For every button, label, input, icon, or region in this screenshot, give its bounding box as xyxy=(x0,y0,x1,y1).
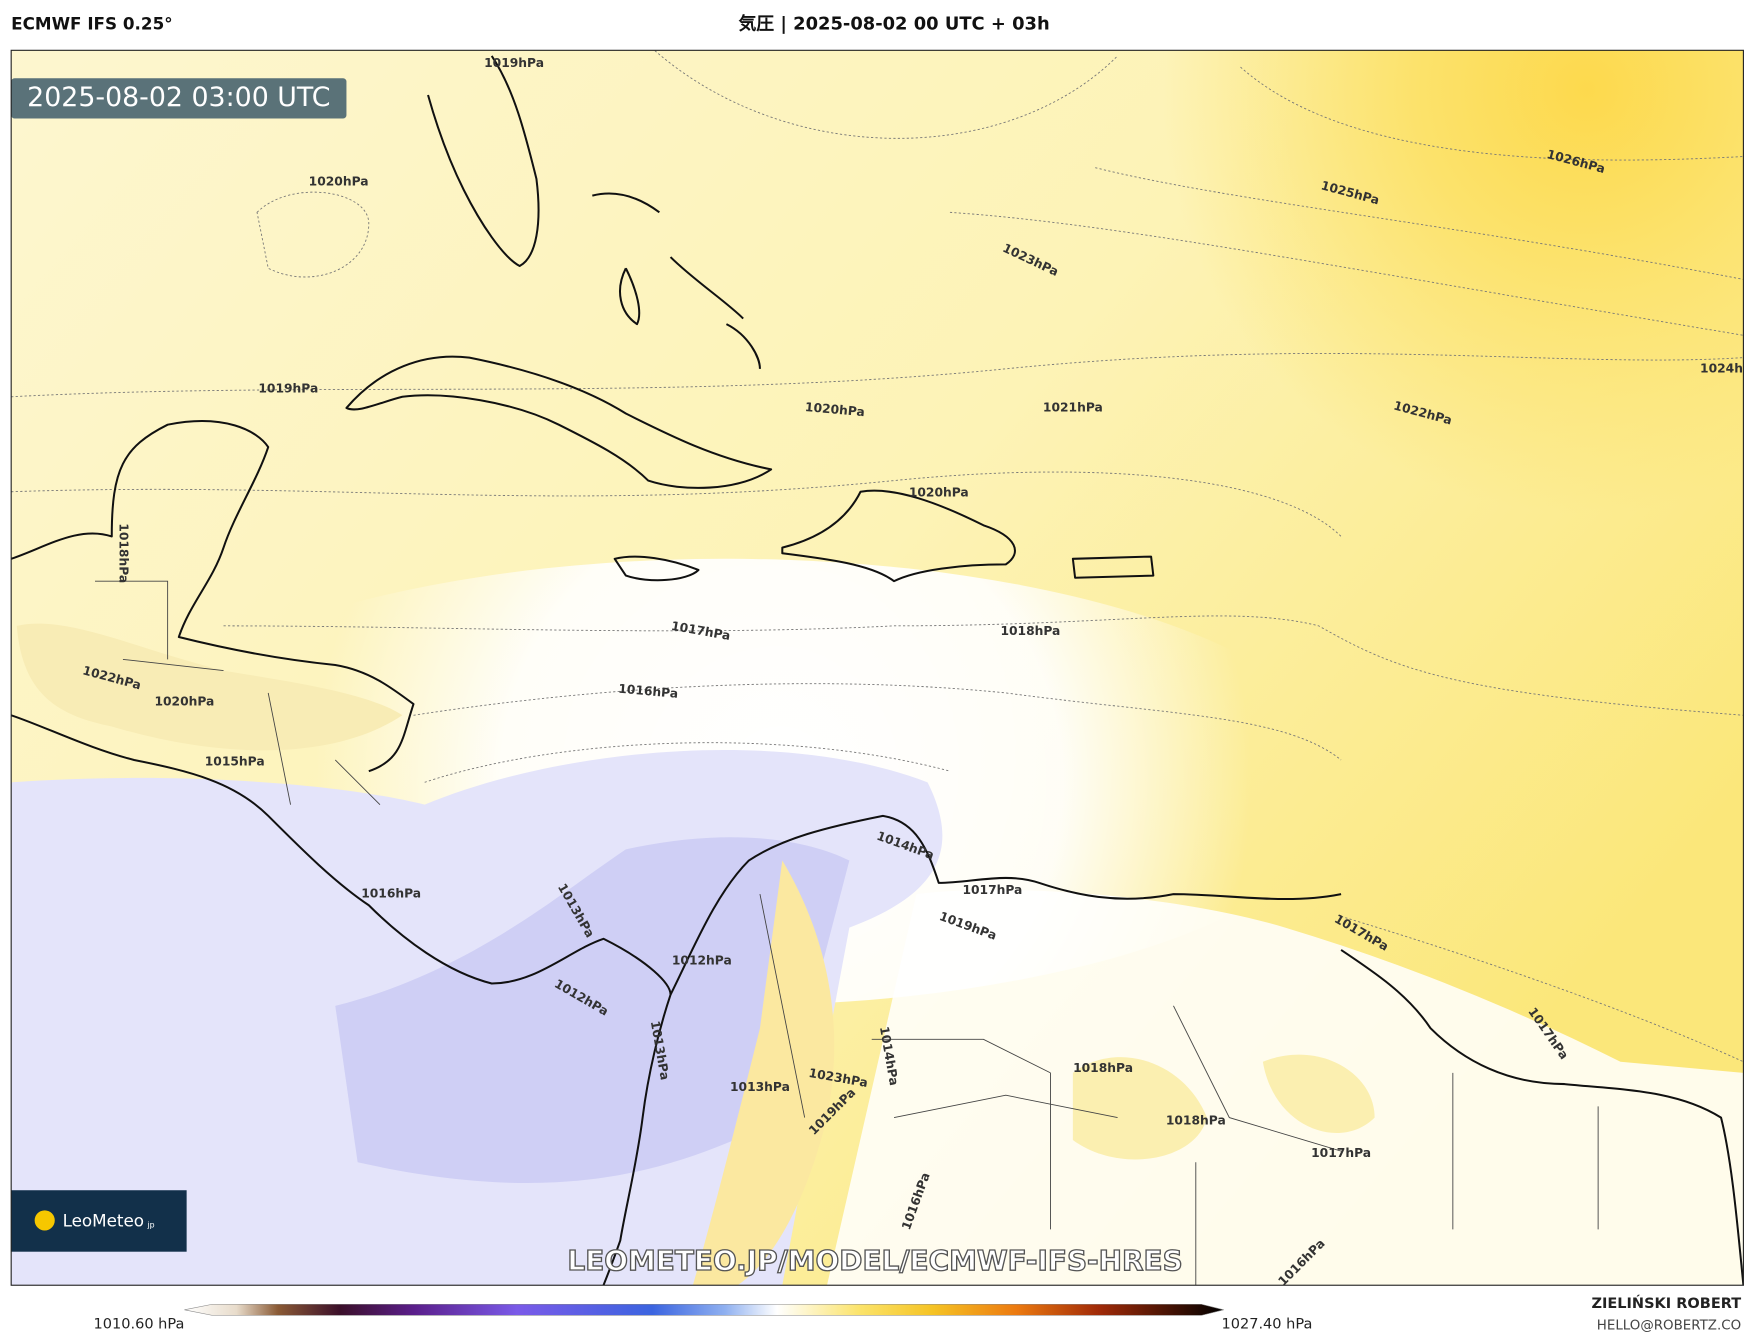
contour-label: 1018hPa xyxy=(1073,1061,1133,1075)
logo-sun xyxy=(34,1210,55,1231)
contour-label: 1020hPa xyxy=(909,485,969,499)
contour-label: 1018hPa xyxy=(1166,1113,1226,1127)
credit-email: HELLO@ROBERTZ.CO xyxy=(1597,1318,1741,1333)
logo-suffix: jp xyxy=(147,1220,155,1229)
colorbar-min: 1010.60 hPa xyxy=(94,1316,185,1332)
contour-label: 1012hPa xyxy=(672,954,732,968)
contour-label: 1017hPa xyxy=(1311,1146,1371,1160)
contour-label: 1015hPa xyxy=(205,755,265,769)
timestamp-box xyxy=(11,78,347,119)
borders xyxy=(94,580,1599,1286)
contour-label: 1021hPa xyxy=(1043,400,1103,414)
contour-label: 1016hPa xyxy=(618,682,679,701)
contour-label: 1020hPa xyxy=(154,694,214,708)
contour-label: 1024hPa xyxy=(1700,361,1749,375)
model-name: ECMWF IFS 0.25° xyxy=(11,14,172,34)
logo-text: LeoMeteo xyxy=(63,1211,144,1231)
credit-author: ZIELIŃSKI ROBERT xyxy=(1591,1294,1741,1312)
contour-label: 1018hPa xyxy=(1000,624,1060,638)
contour-label: 1016hPa xyxy=(361,887,421,901)
coastlines xyxy=(11,55,1744,1286)
colorbar: 1010.60 hPa 1027.40 hPa xyxy=(94,1303,1313,1332)
timestamp: 2025-08-02 03:00 UTC xyxy=(27,82,330,113)
map-frame xyxy=(10,49,1744,1286)
contour-label: 1019hPa xyxy=(258,381,318,395)
contour-label: 1013hPa xyxy=(730,1080,790,1094)
colorbar-max: 1027.40 hPa xyxy=(1222,1316,1313,1332)
contour-label: 1019hPa xyxy=(484,56,544,70)
contour-label: 1017hPa xyxy=(962,883,1022,897)
contour-label: 1020hPa xyxy=(804,400,865,419)
watermark: LEOMETEO.JP/MODEL/ECMWF-IFS-HRES xyxy=(567,1244,1182,1277)
contour-label: 1020hPa xyxy=(309,175,369,189)
colorbar-ramp xyxy=(184,1303,1224,1316)
map-title: 気圧 | 2025-08-02 00 UTC + 03h xyxy=(738,13,1049,35)
contour-label: 1018hPa xyxy=(116,523,130,583)
